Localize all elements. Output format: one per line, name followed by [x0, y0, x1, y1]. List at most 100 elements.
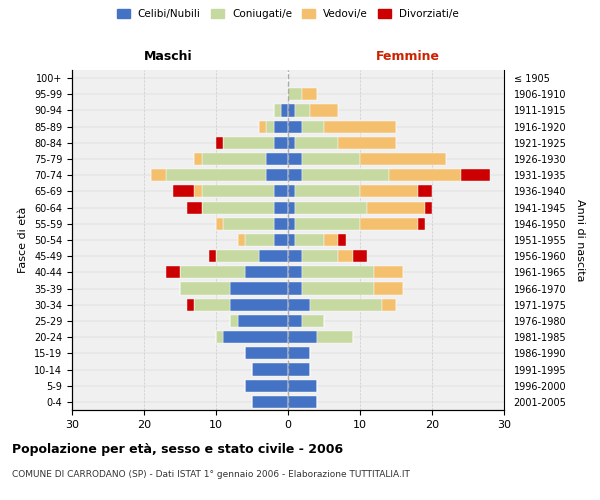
Bar — [194, 153, 202, 165]
Bar — [302, 266, 374, 278]
Bar — [194, 186, 202, 198]
Bar — [194, 298, 230, 311]
Bar — [288, 186, 295, 198]
Bar — [274, 234, 288, 246]
Bar — [274, 202, 288, 213]
Text: Femmine: Femmine — [376, 50, 440, 62]
Bar — [288, 202, 295, 213]
Bar — [353, 250, 367, 262]
Bar — [288, 282, 302, 294]
Bar — [288, 396, 317, 408]
Bar — [230, 282, 288, 294]
Bar — [274, 218, 288, 230]
Bar — [238, 315, 288, 327]
Legend: Celibi/Nubili, Coniugati/e, Vedovi/e, Divorziati/e: Celibi/Nubili, Coniugati/e, Vedovi/e, Di… — [113, 5, 463, 24]
Bar — [288, 218, 295, 230]
Bar — [223, 137, 274, 149]
Bar — [166, 169, 266, 181]
Bar — [302, 169, 389, 181]
Bar — [216, 250, 259, 262]
Bar — [288, 331, 317, 343]
Bar — [173, 186, 194, 198]
Text: COMUNE DI CARRODANO (SP) - Dati ISTAT 1° gennaio 2006 - Elaborazione TUTTITALIA.: COMUNE DI CARRODANO (SP) - Dati ISTAT 1°… — [12, 470, 410, 479]
Text: Maschi: Maschi — [143, 50, 193, 62]
Bar — [374, 266, 403, 278]
Bar — [288, 137, 295, 149]
Bar — [295, 202, 367, 213]
Bar — [310, 104, 338, 117]
Bar — [274, 104, 281, 117]
Bar — [302, 120, 324, 132]
Bar — [252, 364, 288, 376]
Bar — [223, 218, 274, 230]
Bar — [288, 250, 302, 262]
Bar — [216, 137, 223, 149]
Bar — [187, 298, 194, 311]
Bar — [317, 331, 353, 343]
Bar — [302, 153, 360, 165]
Bar — [302, 282, 374, 294]
Bar — [360, 153, 446, 165]
Bar — [288, 88, 302, 101]
Bar — [230, 298, 288, 311]
Bar — [310, 298, 382, 311]
Bar — [180, 282, 230, 294]
Bar — [187, 202, 202, 213]
Bar — [259, 120, 266, 132]
Bar — [302, 315, 324, 327]
Bar — [461, 169, 490, 181]
Bar — [288, 364, 310, 376]
Bar — [245, 234, 274, 246]
Bar — [367, 202, 425, 213]
Bar — [360, 218, 418, 230]
Bar — [338, 234, 346, 246]
Bar — [288, 153, 302, 165]
Bar — [266, 153, 288, 165]
Bar — [324, 234, 338, 246]
Bar — [266, 120, 274, 132]
Bar — [389, 169, 461, 181]
Bar — [295, 234, 324, 246]
Bar — [288, 266, 302, 278]
Bar — [166, 266, 180, 278]
Bar — [302, 250, 338, 262]
Bar — [338, 250, 353, 262]
Bar — [288, 380, 317, 392]
Bar — [238, 234, 245, 246]
Bar — [223, 331, 288, 343]
Bar — [302, 88, 317, 101]
Bar — [295, 186, 360, 198]
Bar — [245, 380, 288, 392]
Bar — [259, 250, 288, 262]
Bar — [274, 120, 288, 132]
Bar — [216, 331, 223, 343]
Bar — [295, 137, 338, 149]
Bar — [216, 218, 223, 230]
Bar — [252, 396, 288, 408]
Bar — [324, 120, 396, 132]
Bar — [266, 169, 288, 181]
Bar — [274, 186, 288, 198]
Bar — [209, 250, 216, 262]
Bar — [245, 348, 288, 360]
Bar — [288, 120, 302, 132]
Bar — [295, 104, 310, 117]
Bar — [281, 104, 288, 117]
Bar — [151, 169, 166, 181]
Bar — [288, 169, 302, 181]
Bar — [338, 137, 396, 149]
Bar — [425, 202, 432, 213]
Bar — [295, 218, 360, 230]
Bar — [230, 315, 238, 327]
Bar — [374, 282, 403, 294]
Bar — [360, 186, 418, 198]
Bar — [202, 202, 274, 213]
Y-axis label: Anni di nascita: Anni di nascita — [575, 198, 585, 281]
Text: Popolazione per età, sesso e stato civile - 2006: Popolazione per età, sesso e stato civil… — [12, 442, 343, 456]
Bar — [245, 266, 288, 278]
Bar — [288, 315, 302, 327]
Bar — [202, 186, 274, 198]
Bar — [418, 218, 425, 230]
Y-axis label: Fasce di età: Fasce di età — [19, 207, 28, 273]
Bar — [202, 153, 266, 165]
